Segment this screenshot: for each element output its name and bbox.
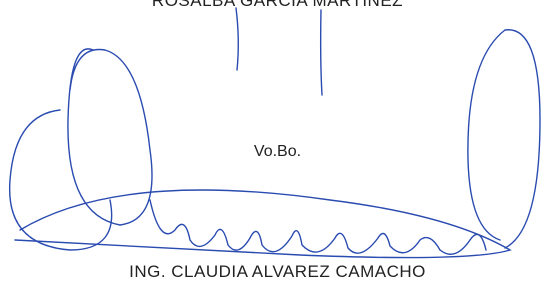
- stroke: [10, 110, 112, 250]
- signature: [0, 0, 555, 276]
- stroke: [236, 8, 238, 70]
- stroke: [468, 30, 540, 248]
- document-page: ROSALBA GARCIA MARTINEZ Vo.Bo. ING. CLAU…: [0, 0, 555, 276]
- stroke: [150, 200, 486, 254]
- stroke: [68, 49, 152, 225]
- stroke: [321, 10, 322, 95]
